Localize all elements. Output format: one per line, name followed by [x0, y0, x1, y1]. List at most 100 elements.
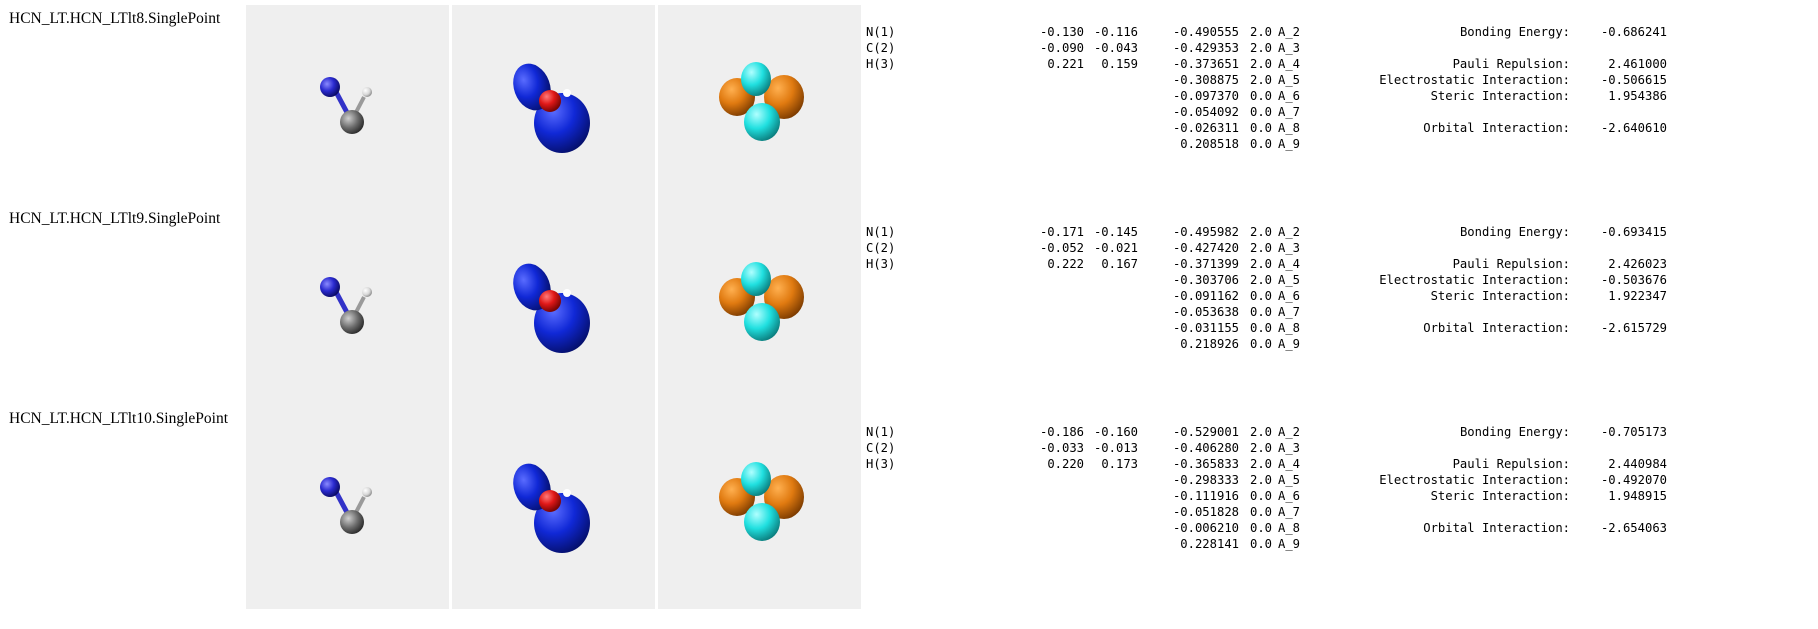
- orbital-lobe-top: [741, 62, 771, 96]
- spacer: [1300, 40, 1667, 56]
- orbital-row: -0.427420 2.0 A_3: [1146, 240, 1318, 256]
- steric-interaction-line: Steric Interaction: 1.922347: [1300, 288, 1667, 304]
- molecule-structure-svg: [320, 277, 372, 334]
- orbital-isosurface-svg: [719, 62, 804, 141]
- orbital-row: -0.365833 2.0 A_4: [1146, 456, 1318, 472]
- atom-charge-1: -0.033: [1039, 441, 1084, 455]
- bonding-energy-label: Bonding Energy:: [1459, 25, 1570, 39]
- orbital-energies-table: -0.490555 2.0 A_2 -0.429353 2.0 A_3 -0.373651 2…: [1146, 24, 1318, 152]
- atom-name: H(3): [866, 257, 896, 271]
- atomic-charges-table: N(1) -0.186 -0.160 C(2) -0.033 -0.013 H(3) 0.22…: [866, 424, 1138, 472]
- atomic-charges-table: N(1) -0.130 -0.116 C(2) -0.090 -0.043 H(3) 0.22…: [866, 24, 1138, 72]
- atom-name: C(2): [866, 241, 896, 255]
- atom-name: C(2): [866, 441, 896, 455]
- orbital-lobe-top: [741, 262, 771, 296]
- atom-charge-row: H(3) 0.221 0.159: [866, 56, 1138, 72]
- spacer: [1300, 240, 1667, 256]
- atom-name: N(1): [866, 425, 896, 439]
- nitrogen-atom: [320, 277, 340, 297]
- electrostatic-interaction-line: Electrostatic Interaction: -0.503676: [1300, 272, 1667, 288]
- orbital-lobe-bottom: [744, 303, 780, 341]
- orbital-energy: -0.529001: [1172, 425, 1239, 439]
- orbital-interaction-value: -2.654063: [1600, 521, 1667, 535]
- steric-interaction-label: Steric Interaction:: [1430, 289, 1570, 303]
- orbital-occupation: 2.0: [1249, 57, 1272, 71]
- spacer: [1300, 440, 1667, 456]
- orbital-label: A_6: [1278, 289, 1301, 303]
- orbital-lobe-bottom: [744, 503, 780, 541]
- orbital-energies-table: -0.495982 2.0 A_2 -0.427420 2.0 A_3 -0.371399 2…: [1146, 224, 1318, 352]
- result-row: HCN_LT.HCN_LTlt9.SinglePoint: [0, 205, 1818, 409]
- orbital-row: -0.529001 2.0 A_2: [1146, 424, 1318, 440]
- orbital-energy: -0.303706: [1172, 273, 1239, 287]
- orbital-energy: 0.228141: [1180, 537, 1239, 551]
- orbital-occupation: 2.0: [1249, 441, 1272, 455]
- electrostatic-interaction-value: -0.492070: [1600, 473, 1667, 487]
- orbital-row: -0.308875 2.0 A_5: [1146, 72, 1318, 88]
- spacer: [1300, 504, 1667, 520]
- carbon-atom: [340, 510, 364, 534]
- density-isosurface-image: [452, 5, 655, 209]
- orbital-row: -0.006210 0.0 A_8: [1146, 520, 1318, 536]
- orbital-occupation: 2.0: [1249, 25, 1272, 39]
- orbital-row: -0.091162 0.0 A_6: [1146, 288, 1318, 304]
- orbital-energy: -0.429353: [1172, 41, 1239, 55]
- orbital-isosurface-svg: [719, 262, 804, 341]
- orbital-occupation: 0.0: [1249, 105, 1272, 119]
- pauli-repulsion-line: Pauli Repulsion: 2.461000: [1300, 56, 1667, 72]
- atom-charge-row: H(3) 0.222 0.167: [866, 256, 1138, 272]
- molecule-structure-svg: [320, 477, 372, 534]
- orbital-interaction-line: Orbital Interaction: -2.640610: [1300, 120, 1667, 136]
- orbital-occupation: 0.0: [1249, 321, 1272, 335]
- orbital-occupation: 0.0: [1249, 337, 1272, 351]
- orbital-energy: -0.365833: [1172, 457, 1239, 471]
- orbital-energy: -0.051828: [1172, 505, 1239, 519]
- orbital-energy: -0.006210: [1172, 521, 1239, 535]
- orbital-energy: -0.298333: [1172, 473, 1239, 487]
- pauli-repulsion-label: Pauli Repulsion:: [1452, 257, 1570, 271]
- atomic-charges-table: N(1) -0.171 -0.145 C(2) -0.052 -0.021 H(3) 0.22…: [866, 224, 1138, 272]
- atom-charge-1: -0.090: [1039, 41, 1084, 55]
- atom-charge-2: 0.159: [1101, 57, 1138, 71]
- orbital-label: A_5: [1278, 73, 1301, 87]
- hydrogen-atom: [362, 287, 372, 297]
- orbital-energy: -0.373651: [1172, 57, 1239, 71]
- orbital-energy: -0.053638: [1172, 305, 1239, 319]
- atom-charge-2: 0.173: [1101, 457, 1138, 471]
- orbital-label: A_8: [1278, 121, 1301, 135]
- bonding-energy-value: -0.705173: [1600, 425, 1667, 439]
- spacer: [1300, 104, 1667, 120]
- orbital-interaction-label: Orbital Interaction:: [1423, 521, 1570, 535]
- molecule-structure-image: [246, 5, 449, 209]
- molecule-structure-svg: [320, 77, 372, 134]
- steric-interaction-line: Steric Interaction: 1.948915: [1300, 488, 1667, 504]
- orbital-energy: 0.208518: [1180, 137, 1239, 151]
- density-isosurface-image: [452, 205, 655, 409]
- atom-charge-row: N(1) -0.186 -0.160: [866, 424, 1138, 440]
- steric-interaction-value: 1.922347: [1608, 289, 1667, 303]
- orbital-energy: -0.091162: [1172, 289, 1239, 303]
- orbital-label: A_4: [1278, 457, 1301, 471]
- orbital-row: -0.490555 2.0 A_2: [1146, 24, 1318, 40]
- energy-decomposition: Bonding Energy: -0.705173 Pauli Repulsio…: [1300, 424, 1667, 536]
- energy-decomposition: Bonding Energy: -0.693415 Pauli Repulsio…: [1300, 224, 1667, 336]
- orbital-label: A_3: [1278, 441, 1301, 455]
- electrostatic-interaction-value: -0.503676: [1600, 273, 1667, 287]
- density-core: [539, 490, 561, 512]
- orbital-energy: -0.097370: [1172, 89, 1239, 103]
- electrostatic-interaction-line: Electrostatic Interaction: -0.506615: [1300, 72, 1667, 88]
- orbital-label: A_9: [1278, 137, 1301, 151]
- atom-name: H(3): [866, 57, 896, 71]
- atom-charge-row: N(1) -0.130 -0.116: [866, 24, 1138, 40]
- density-isosurface-image: [452, 405, 655, 609]
- orbital-row: -0.371399 2.0 A_4: [1146, 256, 1318, 272]
- orbital-isosurface-image: [658, 405, 861, 609]
- pauli-repulsion-line: Pauli Repulsion: 2.440984: [1300, 456, 1667, 472]
- atom-charge-1: -0.052: [1039, 241, 1084, 255]
- atom-charge-2: -0.160: [1093, 425, 1138, 439]
- atom-name: N(1): [866, 225, 896, 239]
- steric-interaction-line: Steric Interaction: 1.954386: [1300, 88, 1667, 104]
- orbital-occupation: 0.0: [1249, 521, 1272, 535]
- density-hydrogen: [563, 89, 571, 97]
- orbital-occupation: 2.0: [1249, 225, 1272, 239]
